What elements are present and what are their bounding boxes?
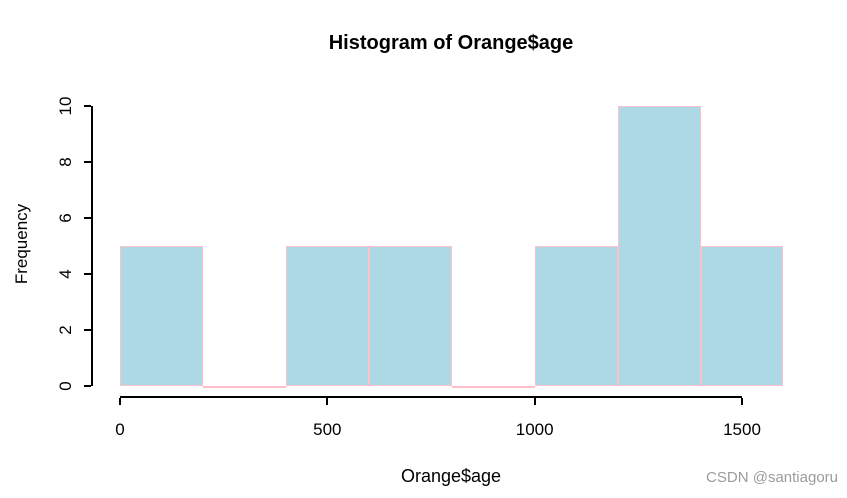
y-axis-label: Frequency [12,203,31,285]
x-axis-tick [326,398,329,405]
x-axis-line [120,396,742,398]
y-axis-tick-label: 4 [56,269,75,279]
watermark-text: CSDN @santiagoru [706,469,838,486]
histogram-bar [285,246,369,386]
chart-title: Histogram of Orange$age [328,32,574,54]
x-axis-label: Orange$age [400,466,502,486]
histogram-bar [120,246,203,386]
histogram-bar [617,106,701,386]
histogram-bar [451,386,535,388]
histogram-bar [700,246,784,386]
y-axis-tick [84,385,91,387]
x-axis-tick-label: 0 [115,420,125,439]
y-axis-tick [84,217,91,219]
y-axis-line [91,106,93,386]
y-axis-tick-label: 0 [56,381,75,391]
y-axis-tick [84,329,91,331]
x-axis-tick-label: 1000 [515,420,554,439]
y-axis-tick [84,105,91,107]
y-axis-tick-label: 10 [56,96,75,116]
histogram-bar [534,246,618,386]
y-axis-tick-label: 6 [56,213,75,223]
y-axis-tick-label: 8 [56,157,75,167]
x-axis-tick-label: 500 [313,420,342,439]
y-axis-tick [84,273,91,275]
y-axis-tick-label: 2 [56,325,75,335]
x-axis-tick-label: 1500 [723,420,761,439]
x-axis-tick [533,398,536,405]
x-axis-tick [741,398,743,405]
y-axis-tick [84,161,91,163]
histogram-bar [368,246,452,386]
x-axis-tick [119,398,121,405]
histogram-bar [202,386,286,388]
